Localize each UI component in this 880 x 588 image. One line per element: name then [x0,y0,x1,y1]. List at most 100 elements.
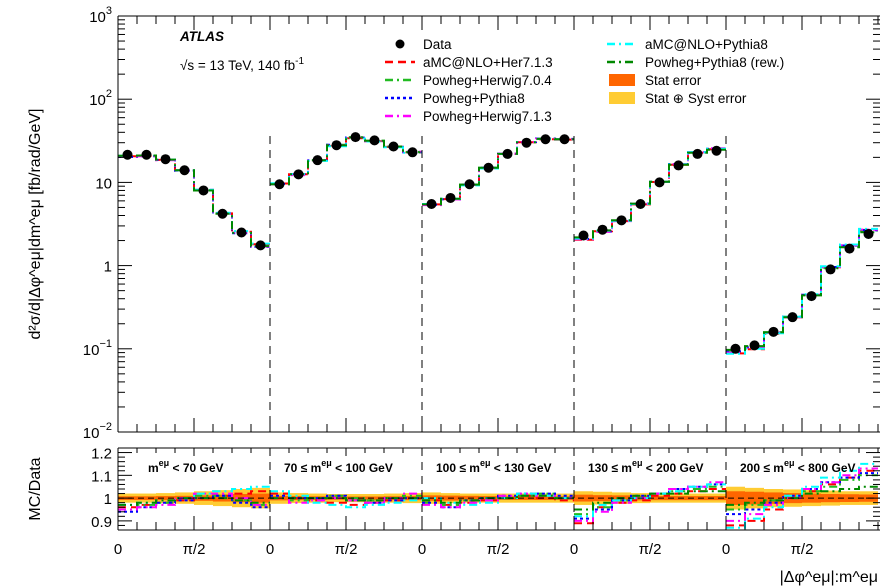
x-tick-label: 0 [266,541,274,558]
legend-label: Stat ⊕ Syst error [645,91,747,106]
mass-bin-label: 70 ≤ meμ < 100 GeV [284,458,393,475]
x-tick-label: π/2 [639,541,662,558]
x-tick-label: π/2 [487,541,510,558]
mc-line-upper [726,229,878,353]
mc-line-ratio [118,490,270,509]
data-point [711,145,722,156]
y-tick-label: 1 [104,259,112,276]
x-tick-label: π/2 [791,541,814,558]
stat-band [137,496,156,500]
mc-line-ratio [574,483,726,518]
legend-label: Data [423,37,452,52]
mc-line-upper [726,227,878,355]
x-tick-label: 0 [722,541,730,558]
mc-line-ratio [270,490,422,509]
mc-line-ratio [422,492,574,509]
mc-line-upper [726,231,878,351]
data-point [369,135,380,146]
ratio-tick-label: 0.9 [91,514,112,531]
stat-band [536,496,555,500]
legend-label: Powheg+Herwig7.0.4 [423,73,552,88]
x-tick-label: π/2 [335,541,358,558]
x-tick-label: 0 [114,541,122,558]
axes [117,15,880,531]
data-point [217,208,228,219]
stat-band [365,496,384,500]
mc-line-upper [574,147,726,240]
mc-line-upper [726,229,878,352]
y-tick-label: 102 [89,88,112,109]
mc-line-ratio [726,485,878,506]
mass-bin-label: meμ < 70 GeV [148,458,224,475]
stat-band [688,496,707,501]
data-point [312,155,323,166]
stat-band [726,491,745,505]
mc-line-ratio [118,494,270,513]
legend-label: Powheg+Herwig7.1.3 [423,109,552,124]
stat-band [156,496,175,501]
mc-line-ratio [422,492,574,509]
x-tick-label: π/2 [183,541,206,558]
mc-line-upper [422,138,574,206]
mass-bin-label: 200 ≤ meμ < 800 GeV [740,458,856,475]
mc-line-upper [270,137,422,185]
x-tick-label: 0 [418,541,426,558]
data-point [160,154,171,165]
mc-line-ratio [118,494,270,511]
mc-line-upper [118,154,270,245]
mc-line-upper [422,137,574,206]
data-point [825,264,836,275]
mc-line-ratio [574,490,726,511]
ratio-tick-label: 1.2 [91,446,112,463]
energy-label: √s = 13 TeV, 140 fb-1 [180,56,304,73]
ratio-tick-label: 1.1 [91,468,112,485]
x-axis-title: |Δφ^eμ|:m^eμ [780,569,878,586]
data-point [236,227,247,238]
legend-box [609,74,635,86]
mc-line-ratio [574,483,726,520]
ratio-axis-title: MC/Data [27,457,44,520]
data-point [635,199,646,210]
data-point [578,230,589,241]
legend-marker [395,39,405,49]
mc-line-upper [422,137,574,206]
data-point [179,165,190,176]
legend: Data aMC@NLO+Her7.1.3 Powheg+Herwig7.0.4 Po… [385,37,784,124]
data-points [122,132,874,354]
stat-band [745,491,764,505]
stat-band [517,496,536,500]
data-point [654,177,665,188]
mass-bin-label: 100 ≤ meμ < 130 GeV [436,458,552,475]
data-point [445,192,456,203]
y-tick-label: 10−1 [83,338,112,359]
legend-label: aMC@NLO+Pythia8 [645,37,768,52]
data-point [464,179,475,190]
data-point [768,326,779,337]
data-point [502,148,513,159]
data-point [122,149,133,160]
mc-line-upper [422,137,574,207]
mc-line-ratio [270,494,422,502]
legend-box [609,92,635,104]
ratio-tick-label: 1 [104,491,112,508]
atlas-label: ATLAS [179,29,224,44]
data-point [559,134,570,145]
legend-label: aMC@NLO+Her7.1.3 [423,55,553,70]
mc-line-ratio [574,488,726,525]
data-point [597,224,608,235]
y-tick-label: 10−2 [83,421,112,442]
legend-label: Powheg+Pythia8 (rew.) [645,55,784,70]
data-point [293,169,304,180]
data-point [388,141,399,152]
y-tick-label: 10 [95,175,112,192]
mc-line-upper [270,136,422,186]
mc-line-ratio [118,492,270,511]
data-point [540,134,551,145]
data-point [274,179,285,190]
mc-line-upper [422,137,574,205]
mc-line-upper [574,148,726,239]
mc-line-upper [422,137,574,206]
data-point [426,199,437,210]
